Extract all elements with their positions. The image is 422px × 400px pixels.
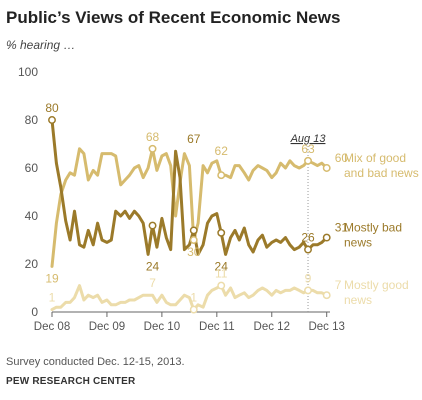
data-label-mix: 62 — [215, 144, 229, 158]
y-tick-label: 0 — [31, 305, 38, 319]
data-label-good: 9 — [305, 271, 312, 285]
series-name-bad: Mostly bad — [344, 221, 402, 235]
data-label-bad: 24 — [146, 259, 160, 273]
data-label-bad: 80 — [45, 101, 59, 115]
y-tick-label: 80 — [25, 113, 39, 127]
data-label-good: 11 — [215, 267, 228, 281]
data-label-bad: 31 — [335, 221, 349, 235]
data-label-bad: 24 — [215, 259, 229, 273]
series-name-mix: and bad news — [344, 166, 419, 180]
data-point-good — [189, 305, 198, 314]
y-tick-label: 40 — [25, 209, 39, 223]
series-name-good: Mostly good — [344, 278, 409, 292]
data-point-mix — [148, 144, 157, 153]
data-point-mix — [189, 236, 198, 244]
series-line-good — [50, 284, 329, 312]
data-label-good: 7 — [335, 278, 342, 292]
data-label-mix: 19 — [45, 271, 59, 285]
data-point-bad — [217, 228, 226, 237]
annotation-label: Aug 13 — [290, 133, 327, 145]
series-name-good: news — [344, 293, 372, 307]
data-label-good: 1 — [49, 291, 56, 305]
x-tick-label: Dec 10 — [144, 321, 180, 333]
data-point-bad — [304, 245, 312, 254]
data-label-mix: 63 — [301, 142, 315, 156]
data-label-good: 1 — [190, 291, 197, 305]
survey-note: Survey conducted Dec. 12-15, 2013. — [6, 356, 185, 368]
data-point-good — [322, 291, 331, 300]
series-name-mix: Mix of good — [344, 151, 406, 165]
series-name-bad: news — [344, 236, 372, 250]
data-label-mix: 30 — [187, 245, 201, 259]
data-point-bad — [189, 226, 198, 235]
data-label-bad: 26 — [301, 231, 315, 245]
x-tick-label: Dec 09 — [89, 321, 125, 333]
y-tick-label: 60 — [25, 161, 39, 175]
data-point-bad — [322, 233, 331, 242]
x-tick-label: Dec 12 — [254, 321, 290, 333]
chart-title: Public’s Views of Recent Economic News — [6, 8, 341, 27]
chart-subtitle: % hearing … — [6, 38, 76, 52]
y-tick-label: 20 — [25, 257, 39, 271]
data-label-good: 7 — [149, 276, 156, 290]
data-point-bad — [148, 221, 157, 230]
x-tick-label: Dec 11 — [199, 321, 235, 333]
data-label-bad: 67 — [187, 132, 201, 146]
series-line-mix — [50, 147, 329, 268]
data-point-mix — [304, 156, 312, 165]
data-point-bad — [48, 116, 56, 124]
data-point-mix — [217, 171, 226, 180]
data-label-mix: 60 — [335, 151, 349, 165]
x-tick-label: Dec 13 — [308, 321, 344, 333]
x-tick-label: Dec 08 — [34, 321, 70, 333]
data-label-mix: 68 — [146, 130, 160, 144]
source-credit: PEW RESEARCH CENTER — [6, 376, 136, 387]
y-tick-label: 100 — [18, 65, 38, 79]
series-line-bad — [50, 118, 329, 256]
data-point-good — [217, 281, 226, 290]
data-point-good — [304, 286, 312, 295]
data-point-mix — [322, 164, 331, 172]
